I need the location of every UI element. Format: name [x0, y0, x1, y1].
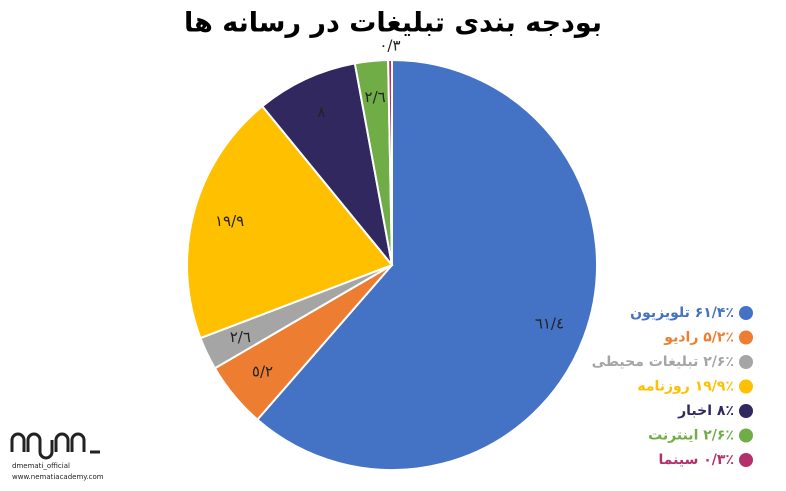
logo	[10, 432, 100, 460]
legend-text: ۸٪ اخبار	[677, 403, 734, 419]
watermark-website: www.nematiacademy.com	[12, 473, 104, 481]
legend-marker	[739, 428, 753, 443]
pie-slice	[260, 62, 393, 266]
legend-marker	[739, 404, 753, 418]
legend-text: ۶۱/۴٪ تلویزیون	[630, 305, 734, 321]
legend-marker	[739, 379, 753, 394]
slice-label: ٢/٦	[230, 328, 251, 346]
legend-text: ۱۹/۹٪ روزنامه	[637, 379, 734, 395]
slice-label: ٨	[317, 103, 325, 121]
legend-text: ۰/۳٪ سینما	[659, 452, 734, 468]
legend-text: ۲/۶٪ تبلیغات محیطی	[592, 354, 734, 370]
legend-marker	[739, 453, 753, 467]
slice-label: ٥/٢	[252, 363, 273, 381]
pie-slice	[255, 58, 598, 471]
slice-label: ١٩/٩	[215, 212, 244, 230]
slice-label: ٦١/٤	[535, 314, 564, 332]
legend-marker	[739, 330, 753, 345]
pie-slice	[387, 58, 393, 266]
pie-slice	[186, 104, 394, 340]
legend-text: ۲/۶٪ اینترنت	[648, 428, 734, 444]
chart-title: بودجه بندی تبلیغات در رسانه ها	[184, 8, 602, 39]
slice-label: ٠/٣	[379, 37, 400, 55]
slice-label: ٢/٦	[365, 88, 386, 106]
legend-marker	[739, 306, 753, 320]
legend-text: ۵/۲٪ رادیو	[663, 330, 734, 346]
watermark-handle: dmemati_official	[12, 462, 70, 470]
legend-marker	[739, 355, 753, 369]
